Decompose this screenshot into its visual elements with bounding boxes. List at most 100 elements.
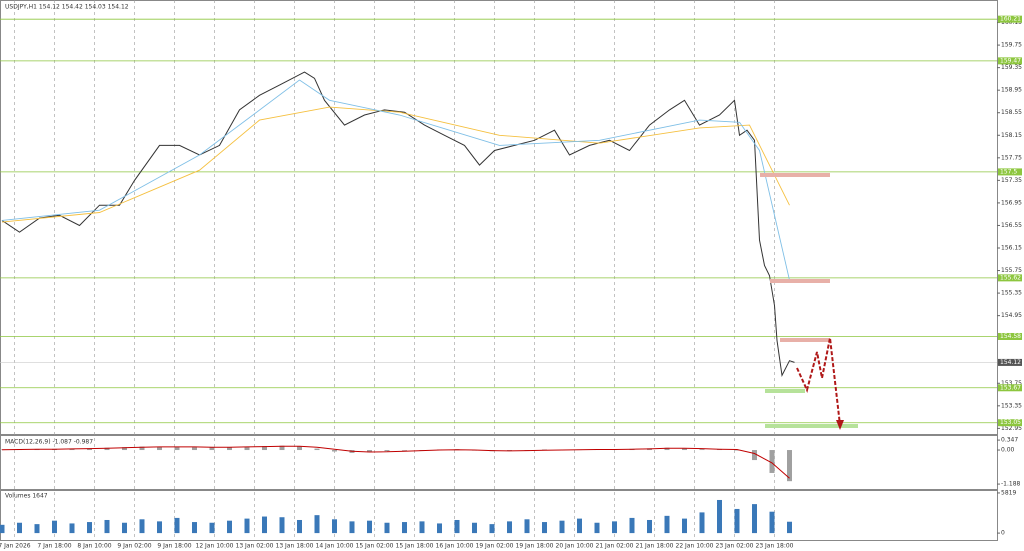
volume-bar — [69, 523, 75, 534]
volume-bar — [594, 522, 600, 534]
macd-bar — [227, 447, 232, 451]
volume-bar — [752, 504, 757, 534]
volume-bar — [34, 524, 40, 534]
macd-title: MACD(12,26,9) -1.087 -0.987 — [5, 439, 93, 446]
volume-bar — [682, 518, 687, 534]
level-label: 157.5 — [1000, 168, 1017, 175]
resistance-zone — [780, 338, 830, 342]
macd-bar — [192, 447, 197, 451]
volume-bar — [419, 521, 425, 534]
x-tick-label: 7 Jan 2026 — [0, 543, 31, 550]
x-tick-label: 12 Jan 10:00 — [196, 543, 234, 550]
macd-bar — [542, 449, 547, 451]
volume-bar — [699, 512, 705, 534]
volume-bar — [157, 521, 162, 534]
x-tick-label: 22 Jan 10:00 — [676, 543, 714, 550]
resistance-zone — [760, 173, 830, 177]
y-tick-label: 155.75 — [1001, 267, 1022, 274]
volume-bar — [734, 508, 740, 534]
volume-bar — [472, 522, 477, 534]
macd-panel — [0, 435, 998, 490]
last-price-tag — [998, 358, 1022, 366]
macd-bar — [139, 446, 145, 451]
x-tick-label: 15 Jan 18:00 — [396, 543, 434, 550]
volume-bar — [52, 520, 57, 534]
macd-bar — [122, 447, 127, 451]
macd-bar — [209, 447, 215, 451]
level-tag — [998, 274, 1022, 282]
x-tick-label: 9 Jan 02:00 — [117, 543, 151, 550]
y-tick-label: 159.75 — [1001, 42, 1022, 49]
x-tick-label: 15 Jan 02:00 — [356, 543, 394, 550]
macd-bar — [87, 448, 92, 451]
volume-bar — [87, 522, 92, 534]
x-tick-label: 13 Jan 02:00 — [236, 543, 274, 550]
volume-bar — [507, 521, 512, 534]
volume-bar — [279, 517, 285, 534]
volume-bar — [174, 517, 180, 534]
macd-bar — [752, 450, 757, 461]
volume-bar — [647, 519, 652, 534]
volume-bar — [244, 518, 250, 534]
level-label: 153.67 — [1000, 384, 1021, 391]
x-tick-label: 21 Jan 18:00 — [636, 543, 674, 550]
forecast-path — [796, 337, 841, 426]
level-label: 155.62 — [1000, 274, 1021, 281]
y-tick-label: 0.347 — [1001, 437, 1018, 444]
level-label: 159.47 — [1000, 57, 1021, 64]
macd-bar — [279, 445, 285, 451]
volume-bar — [384, 522, 390, 534]
macd-bar — [104, 447, 110, 451]
y-tick-label: 157.75 — [1001, 154, 1022, 161]
last-price-label: 154.12 — [1000, 359, 1021, 366]
volume-bar — [612, 521, 617, 534]
macd-bar — [262, 446, 267, 451]
x-tick-label: 9 Jan 18:00 — [157, 543, 191, 550]
y-tick-label: 0.00 — [1001, 447, 1015, 454]
volume-bar — [314, 515, 320, 534]
level-tag — [998, 332, 1022, 340]
volume-bar — [332, 519, 337, 534]
moving-average — [1, 79, 790, 281]
x-tick-label: 23 Jan 02:00 — [716, 543, 754, 550]
macd-bar — [402, 450, 407, 451]
level-label: 160.21 — [1000, 16, 1021, 23]
y-tick-label: 156.95 — [1001, 199, 1022, 206]
macd-bar — [769, 450, 775, 473]
volume-bar — [437, 523, 442, 534]
volume-bar — [454, 519, 460, 534]
macd-bar — [174, 446, 180, 451]
y-tick-label: 157.35 — [1001, 177, 1022, 184]
support-zone — [765, 424, 858, 428]
volume-bar — [139, 519, 145, 534]
y-tick-label: 156.55 — [1001, 222, 1022, 229]
y-tick-label: 158.95 — [1001, 87, 1022, 94]
macd-bar — [332, 450, 337, 452]
volume-bar — [577, 518, 582, 534]
x-tick-label: 19 Jan 18:00 — [516, 543, 554, 550]
level-label: 154.58 — [1000, 333, 1021, 340]
macd-bar — [297, 446, 302, 451]
volume-bar — [524, 519, 530, 534]
x-tick-label: 21 Jan 02:00 — [596, 543, 634, 550]
level-tag — [998, 419, 1022, 427]
volume-bar — [769, 511, 775, 534]
volume-bar — [209, 522, 215, 534]
volume-bar — [262, 516, 267, 534]
x-tick-label: 7 Jan 18:00 — [37, 543, 71, 550]
y-tick-label: 154.95 — [1001, 312, 1022, 319]
moving-average — [1, 106, 790, 223]
x-tick-label: 13 Jan 18:00 — [276, 543, 314, 550]
x-tick-label: 16 Jan 10:00 — [436, 543, 474, 550]
volume-bar — [349, 521, 355, 534]
main-panel — [0, 0, 998, 435]
y-tick-label: 155.35 — [1001, 290, 1022, 297]
y-tick-label: 158.15 — [1001, 132, 1022, 139]
macd-bar — [384, 450, 390, 452]
volume-bar — [489, 524, 495, 534]
macd-bar — [157, 446, 162, 451]
x-tick-label: 8 Jan 10:00 — [77, 543, 111, 550]
volume-panel — [0, 490, 998, 541]
